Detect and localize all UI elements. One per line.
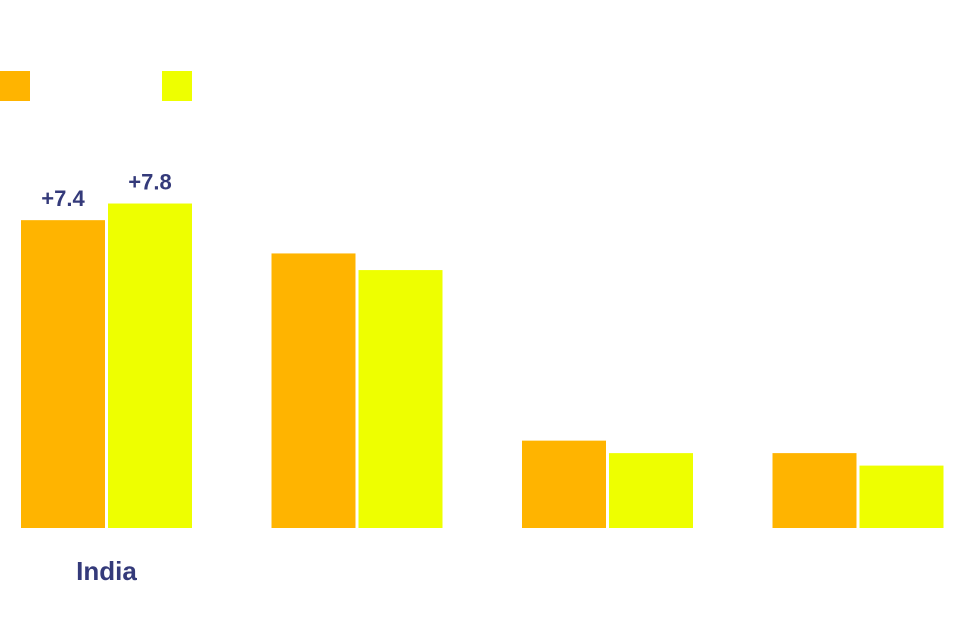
bar-series2-cat1 bbox=[108, 203, 192, 528]
bar-series1-cat1 bbox=[21, 220, 105, 528]
legend-swatch-2 bbox=[162, 71, 192, 101]
bar-series1-cat4 bbox=[772, 453, 857, 528]
bar-series1-cat2 bbox=[271, 253, 356, 528]
data-label-series2-cat1: +7.8 bbox=[128, 170, 171, 195]
legend-swatch-1 bbox=[0, 71, 30, 101]
bar-series2-cat4 bbox=[859, 465, 944, 528]
bar-series1-cat3 bbox=[522, 440, 606, 528]
bar-series2-cat2 bbox=[358, 270, 443, 528]
bar-series2-cat3 bbox=[609, 453, 693, 528]
data-label-series1-cat1: +7.4 bbox=[41, 186, 85, 211]
category-label-1: India bbox=[76, 556, 137, 586]
